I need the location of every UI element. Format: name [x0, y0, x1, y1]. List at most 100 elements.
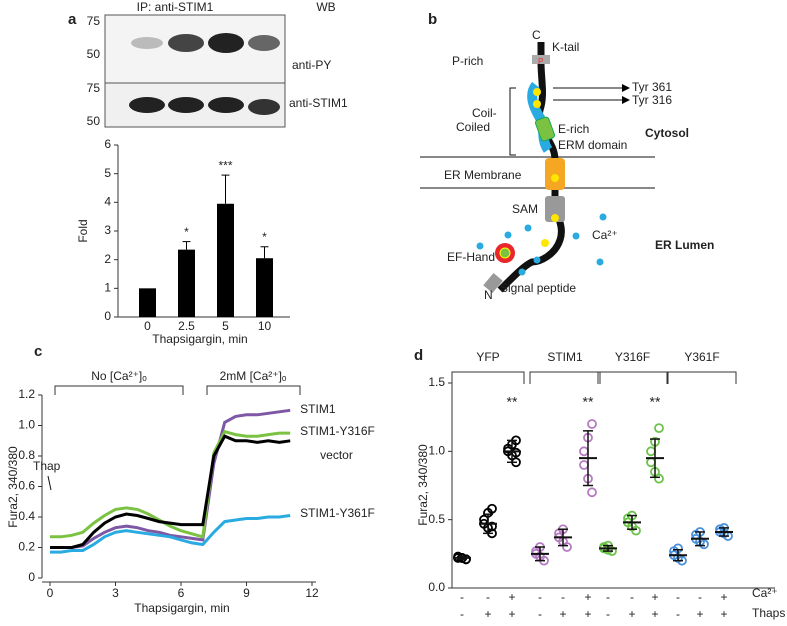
label: C: [532, 28, 541, 42]
group-label: YFP: [476, 350, 499, 364]
legend-label: STIM1: [300, 402, 336, 416]
band: [131, 37, 163, 49]
label: E-rich: [558, 122, 589, 136]
condition: +: [720, 607, 727, 621]
y-tick-label: 0.5: [428, 512, 445, 526]
legend-label: vector: [320, 448, 353, 462]
arrow-head: [622, 96, 630, 104]
blots: IP: anti-STIM1 WB 75 50 anti-PY 75 50 an…: [87, 0, 348, 128]
p-rich-box: [532, 55, 550, 64]
band: [168, 97, 204, 113]
band: [248, 99, 280, 115]
y-tick-label: 0.2: [18, 540, 35, 554]
label: P-rich: [452, 54, 483, 68]
bracket: [509, 87, 516, 156]
y-tick-label: 0.0: [428, 580, 445, 594]
condition: +: [584, 590, 591, 604]
point: [579, 460, 589, 470]
y-tick-label: 1: [104, 281, 111, 295]
label: Tyr 361: [632, 80, 672, 94]
y-tick-label: 1.0: [18, 418, 35, 432]
row-label: Ca²⁺: [752, 586, 778, 600]
y-tick-label: 1.5: [428, 375, 445, 389]
condition: -: [606, 590, 610, 604]
x-axis-label: Thapsigargin, min: [152, 332, 247, 346]
panel-label: b: [428, 11, 437, 28]
label: SAM: [512, 202, 538, 216]
point: [579, 446, 589, 457]
bar: [139, 288, 156, 317]
label: ERM domain: [558, 138, 627, 152]
mw-marker: 50: [87, 47, 101, 61]
x-tick-label: 6: [178, 586, 185, 600]
point: [487, 503, 497, 514]
y-tick-label: 1.0: [428, 444, 445, 458]
label: Coil-: [472, 106, 497, 120]
bracket: [597, 371, 668, 384]
band: [208, 97, 244, 113]
sam: [545, 196, 565, 222]
line: [50, 434, 291, 549]
bar: [256, 258, 273, 317]
x-tick-label: 9: [243, 586, 250, 600]
x-tick-label: 12: [305, 586, 319, 600]
condition: +: [651, 590, 658, 604]
tyr: [551, 214, 559, 222]
band: [129, 97, 165, 113]
label: Ca²⁺: [592, 228, 618, 242]
condition: +: [720, 590, 727, 604]
label: Coiled: [456, 120, 490, 134]
label: K-tail: [552, 40, 579, 54]
condition: +: [559, 607, 566, 621]
significance: **: [650, 394, 661, 410]
annotation: Thap: [33, 459, 61, 473]
bracket: [54, 385, 184, 395]
condition: -: [698, 590, 702, 604]
point: [646, 457, 656, 468]
label: Tyr 316: [632, 93, 672, 107]
y-tick-label: 4: [104, 195, 111, 209]
condition: -: [606, 607, 610, 621]
band: [208, 33, 244, 53]
blot-label: anti-STIM1: [289, 96, 348, 110]
y-axis-label: Fura2, 340/380: [6, 446, 20, 528]
condition: +: [584, 607, 591, 621]
condition: -: [561, 590, 565, 604]
label: ER Membrane: [444, 168, 522, 182]
label: Cytosol: [645, 126, 689, 140]
bracket: [451, 371, 525, 384]
e-rich: [535, 116, 555, 142]
y-tick-label: 3: [104, 223, 111, 237]
legend-label: STIM1-Y361F: [300, 506, 375, 520]
condition: +: [484, 607, 491, 621]
tyr: [533, 100, 541, 108]
y-tick-label: 0: [104, 309, 111, 323]
tyr: [541, 239, 549, 247]
y-tick-label: 5: [104, 166, 111, 180]
point: [646, 446, 656, 457]
x-tick-label: 0: [47, 586, 54, 600]
condition: -: [460, 590, 464, 604]
x-tick-label: 5: [222, 319, 229, 333]
arrow: [47, 475, 52, 491]
group-label: STIM1: [547, 350, 583, 364]
x-tick-label: 0: [144, 319, 151, 333]
group-label: Y361F: [684, 350, 719, 364]
point: [587, 419, 597, 429]
label: ER Lumen: [655, 238, 714, 252]
label: Signal peptide: [500, 281, 576, 295]
condition: -: [538, 607, 542, 621]
condition: -: [630, 590, 634, 604]
blot-label: anti-PY: [292, 58, 331, 72]
annotation: 2mM [Ca²⁺]ₒ: [220, 369, 287, 383]
label: P: [538, 57, 543, 66]
y-tick-label: 0: [28, 570, 35, 584]
group-label: Y316F: [615, 350, 650, 364]
bracket: [206, 385, 301, 395]
arrow-head: [622, 84, 630, 92]
band: [248, 35, 280, 51]
point: [654, 423, 664, 434]
condition: -: [538, 590, 542, 604]
y-tick-label: 0.4: [18, 509, 35, 523]
